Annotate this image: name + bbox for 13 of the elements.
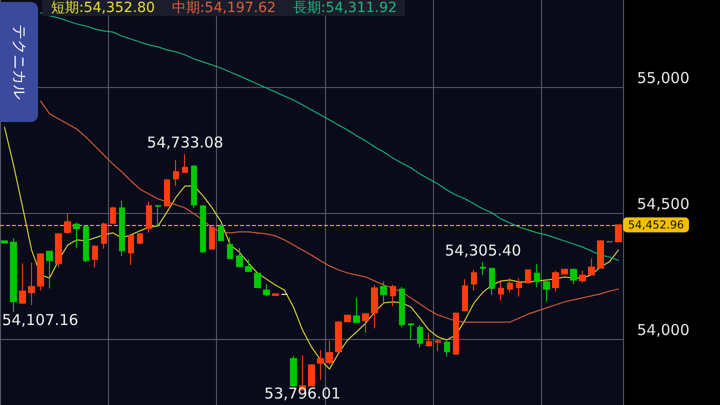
annotation: 53,796.01 bbox=[264, 384, 341, 402]
ref-line-label: 54,452.96 bbox=[628, 218, 684, 232]
text: 長期:54,311.92 bbox=[292, 0, 397, 16]
annotation: 54,107.16 bbox=[2, 311, 78, 329]
text: 短期:54,352.80 bbox=[51, 0, 155, 16]
side-tab: テクニカル bbox=[0, 2, 38, 122]
annotation: 54,733.08 bbox=[146, 134, 224, 152]
annotation: テクニカル bbox=[10, 24, 28, 100]
y-tick-label: 54,500 bbox=[637, 194, 690, 213]
text: 中期:54,197.62 bbox=[172, 0, 276, 16]
y-tick-label: 55,000 bbox=[637, 68, 690, 87]
y-tick-label: 54,000 bbox=[637, 320, 690, 339]
annotation: 54,305.40 bbox=[444, 242, 522, 260]
